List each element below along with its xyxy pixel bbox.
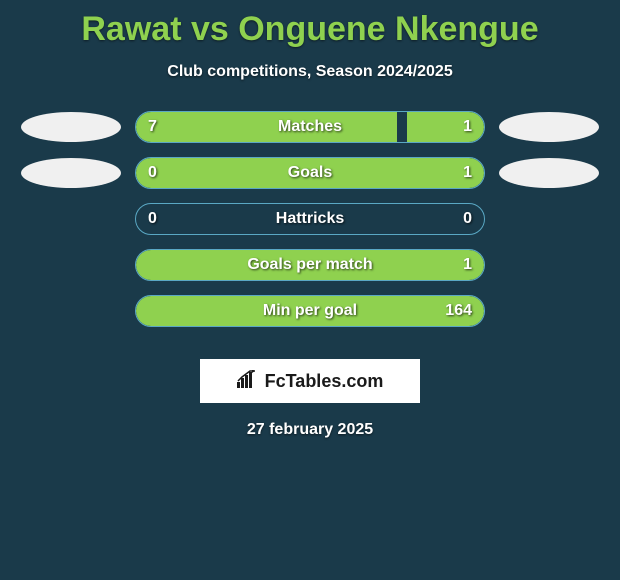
stat-label: Goals xyxy=(288,164,332,182)
stat-bar: 0 Hattricks 0 xyxy=(135,203,485,235)
subtitle: Club competitions, Season 2024/2025 xyxy=(167,63,452,81)
spacer xyxy=(499,204,599,234)
player-right-marker xyxy=(499,112,599,142)
value-right: 0 xyxy=(463,210,472,228)
value-left: 7 xyxy=(148,118,157,136)
stats-area: 7 Matches 1 0 Goals 1 0 Hattricks 0 Goals per mat… xyxy=(0,111,620,341)
bar-left-fill xyxy=(136,112,397,142)
stat-bar: Goals per match 1 xyxy=(135,249,485,281)
chart-icon xyxy=(237,370,259,393)
brand-label: FcTables.com xyxy=(237,370,384,393)
player-left-marker xyxy=(21,158,121,188)
value-right: 1 xyxy=(463,256,472,274)
spacer xyxy=(499,250,599,280)
player-left-marker xyxy=(21,112,121,142)
stat-row: Min per goal 164 xyxy=(0,295,620,327)
value-right: 1 xyxy=(463,164,472,182)
stat-bar: Min per goal 164 xyxy=(135,295,485,327)
bar-right-fill xyxy=(407,112,484,142)
spacer xyxy=(499,296,599,326)
stat-bar: 0 Goals 1 xyxy=(135,157,485,189)
value-left: 0 xyxy=(148,210,157,228)
stat-label: Hattricks xyxy=(276,210,344,228)
brand-box[interactable]: FcTables.com xyxy=(200,359,420,403)
value-left: 0 xyxy=(148,164,157,182)
stat-label: Goals per match xyxy=(247,256,372,274)
value-right: 1 xyxy=(463,118,472,136)
brand-text: FcTables.com xyxy=(265,371,384,392)
spacer xyxy=(21,296,121,326)
stat-row: 7 Matches 1 xyxy=(0,111,620,143)
stat-bar: 7 Matches 1 xyxy=(135,111,485,143)
player-right-marker xyxy=(499,158,599,188)
page-title: Rawat vs Onguene Nkengue xyxy=(81,10,538,49)
spacer xyxy=(21,204,121,234)
stat-row: 0 Goals 1 xyxy=(0,157,620,189)
value-right: 164 xyxy=(445,302,472,320)
date-label: 27 february 2025 xyxy=(247,421,373,439)
stat-row: 0 Hattricks 0 xyxy=(0,203,620,235)
stat-row: Goals per match 1 xyxy=(0,249,620,281)
spacer xyxy=(21,250,121,280)
stat-label: Min per goal xyxy=(263,302,357,320)
stat-label: Matches xyxy=(278,118,342,136)
